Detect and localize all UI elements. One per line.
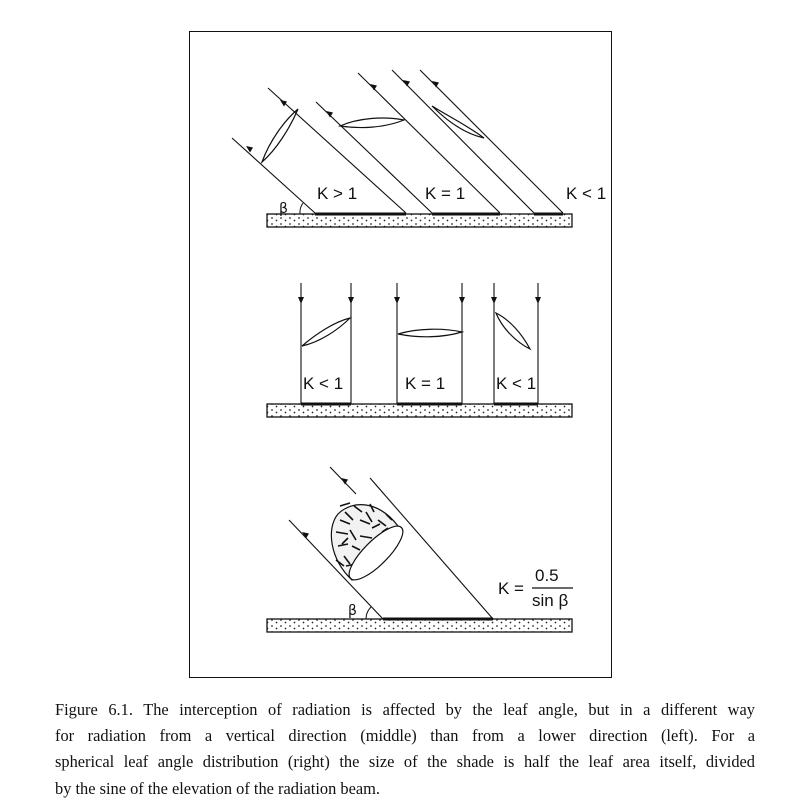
arrow-head (280, 100, 287, 107)
formula-denominator: sin β (532, 591, 568, 610)
k-label-equal: K = 1 (405, 374, 445, 393)
arrow-head (459, 297, 465, 304)
angle-arc (299, 202, 304, 215)
figure-caption: Figure 6.1. The interception of radiatio… (55, 697, 755, 802)
k-label-less: K < 1 (566, 184, 606, 203)
radiation-ray (315, 101, 433, 214)
k-label-greater: K > 1 (317, 184, 357, 203)
caption-line: Figure 6.1. The interception of radiatio… (55, 700, 755, 719)
arrow-head (394, 297, 400, 304)
arrow-head (432, 81, 439, 88)
radiation-ray (231, 137, 316, 214)
arrow-head (246, 146, 253, 153)
caption-line: by the sine of the elevation of the radi… (55, 778, 380, 798)
radiation-ray (391, 69, 535, 214)
radiation-ray (288, 519, 384, 620)
arrow-head (348, 297, 354, 304)
leaf (337, 117, 407, 129)
leaf (494, 311, 532, 351)
leaf (260, 108, 299, 164)
ground-strip (266, 403, 573, 418)
radiation-ray (267, 87, 407, 214)
k-formula: K = 0.5 sin β (498, 566, 573, 610)
radiation-ray (369, 477, 494, 620)
arrow-head (302, 532, 309, 539)
k-label-equal: K = 1 (425, 184, 465, 203)
formula-lhs: K = (498, 579, 524, 598)
arrow-head (403, 80, 410, 87)
ground-strip (266, 618, 573, 633)
angle-arc (365, 606, 372, 620)
formula-numerator: 0.5 (535, 566, 559, 585)
k-label-less-right: K < 1 (496, 374, 536, 393)
top-panel: β K > 1 K = 1 K < 1 (231, 69, 606, 228)
spherical-leaf-cluster (330, 502, 404, 581)
leaf (397, 328, 465, 338)
ground-strip (266, 213, 573, 228)
caption-line: spherical leaf angle distribution (right… (55, 752, 755, 772)
arrow-head (298, 297, 304, 304)
bottom-panel: β K = 0.5 sin β (266, 466, 573, 633)
middle-panel: K < 1 K = 1 K < 1 (266, 283, 573, 418)
radiation-ray (357, 72, 501, 214)
figure-frame (189, 31, 612, 678)
arrow-head (491, 297, 497, 304)
leaf (301, 316, 352, 347)
arrow-head (535, 297, 541, 304)
caption-line: for radiation from a vertical direction … (55, 726, 755, 746)
k-label-less-left: K < 1 (303, 374, 343, 393)
leaf (431, 105, 485, 139)
arrow-head (326, 111, 333, 118)
radiation-ray (419, 69, 564, 214)
angle-beta-label: β (348, 603, 357, 619)
arrow-head (370, 84, 377, 91)
arrow-head (341, 478, 348, 485)
angle-beta-label: β (279, 201, 288, 217)
